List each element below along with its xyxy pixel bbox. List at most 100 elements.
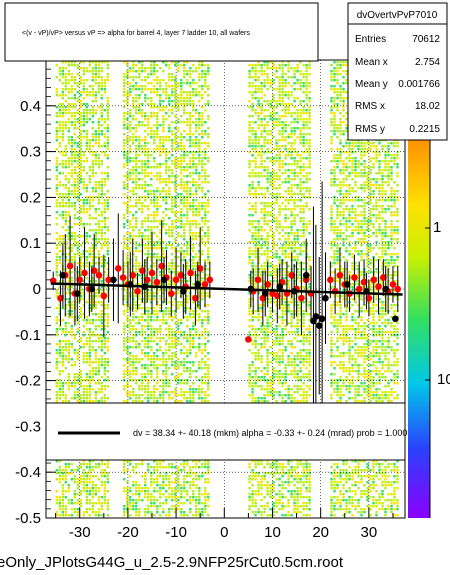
density-cell xyxy=(82,319,86,322)
density-cell xyxy=(248,304,251,307)
density-cell xyxy=(260,388,263,391)
density-cell xyxy=(106,148,110,151)
density-cell xyxy=(254,502,257,505)
density-cell xyxy=(79,133,83,136)
density-cell xyxy=(180,226,183,229)
density-cell xyxy=(168,301,171,304)
density-cell xyxy=(207,199,210,202)
density-cell xyxy=(85,232,89,235)
density-cell xyxy=(198,187,201,190)
density-cell xyxy=(150,127,153,130)
density-cell xyxy=(183,82,186,85)
density-cell xyxy=(67,70,71,73)
density-cell xyxy=(207,133,210,136)
density-cell xyxy=(79,124,83,127)
density-cell xyxy=(138,160,141,163)
density-cell xyxy=(70,343,74,346)
density-cell xyxy=(97,91,101,94)
density-cell xyxy=(58,301,62,304)
density-cell xyxy=(168,190,171,193)
density-cell xyxy=(198,499,201,502)
density-cell xyxy=(129,91,132,94)
density-cell xyxy=(177,301,180,304)
density-cell xyxy=(204,91,207,94)
density-cell xyxy=(141,151,144,154)
density-cell xyxy=(183,358,186,361)
density-cell xyxy=(186,139,189,142)
density-cell xyxy=(204,217,207,220)
density-cell xyxy=(91,349,95,352)
density-cell xyxy=(183,364,186,367)
density-cell xyxy=(150,214,153,217)
density-cell xyxy=(162,319,165,322)
density-cell xyxy=(254,400,257,403)
density-cell xyxy=(177,94,180,97)
density-cell xyxy=(123,265,126,268)
density-cell xyxy=(91,475,95,478)
density-cell xyxy=(153,397,156,400)
density-cell xyxy=(171,88,174,91)
density-cell xyxy=(257,226,260,229)
density-cell xyxy=(201,295,204,298)
density-cell xyxy=(82,388,86,391)
density-cell xyxy=(260,103,263,106)
density-cell xyxy=(67,199,71,202)
density-cell xyxy=(159,67,162,70)
density-cell xyxy=(162,511,165,514)
density-cell xyxy=(153,466,156,469)
density-cell xyxy=(207,385,210,388)
density-cell xyxy=(156,388,159,391)
density-cell xyxy=(91,217,95,220)
density-cell xyxy=(144,508,147,511)
density-cell xyxy=(180,496,183,499)
density-cell xyxy=(207,262,210,265)
density-cell xyxy=(61,151,65,154)
density-cell xyxy=(153,358,156,361)
density-cell xyxy=(138,322,141,325)
density-cell xyxy=(192,301,195,304)
density-cell xyxy=(91,493,95,496)
density-cell xyxy=(186,103,189,106)
density-cell xyxy=(76,394,80,397)
density-cell xyxy=(82,202,86,205)
density-cell xyxy=(73,223,77,226)
density-cell xyxy=(183,469,186,472)
density-cell xyxy=(135,70,138,73)
density-cell xyxy=(263,202,266,205)
density-cell xyxy=(129,82,132,85)
density-cell xyxy=(180,394,183,397)
density-cell xyxy=(73,88,77,91)
density-cell xyxy=(174,496,177,499)
density-cell xyxy=(204,202,207,205)
density-cell xyxy=(135,109,138,112)
density-cell xyxy=(88,205,92,208)
density-cell xyxy=(186,250,189,253)
density-cell xyxy=(97,487,101,490)
density-cell xyxy=(64,304,68,307)
density-cell xyxy=(248,364,251,367)
density-cell xyxy=(147,343,150,346)
density-cell xyxy=(129,139,132,142)
density-cell xyxy=(171,109,174,112)
density-cell xyxy=(126,82,129,85)
density-cell xyxy=(88,151,92,154)
density-cell xyxy=(189,157,192,160)
density-cell xyxy=(156,463,159,466)
density-cell xyxy=(150,364,153,367)
density-cell xyxy=(153,85,156,88)
density-cell xyxy=(257,250,260,253)
density-cell xyxy=(150,220,153,223)
density-cell xyxy=(180,388,183,391)
density-cell xyxy=(82,253,86,256)
density-cell xyxy=(165,484,168,487)
density-cell xyxy=(251,253,254,256)
density-cell xyxy=(126,367,129,370)
density-cell xyxy=(186,241,189,244)
density-cell xyxy=(91,340,95,343)
density-cell xyxy=(88,478,92,481)
density-cell xyxy=(58,394,62,397)
density-cell xyxy=(195,505,198,508)
density-cell xyxy=(67,139,71,142)
density-cell xyxy=(254,190,257,193)
density-cell xyxy=(132,319,135,322)
